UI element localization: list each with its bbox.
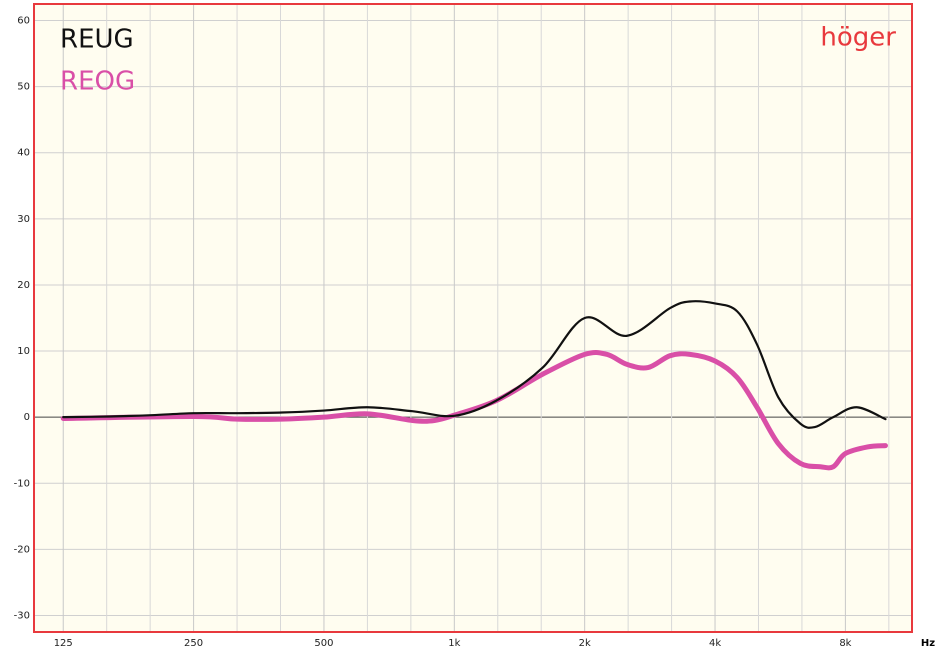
legend-entry: REUG — [60, 25, 134, 55]
x-tick-label: 1k — [448, 638, 460, 649]
x-tick-label: 4k — [709, 638, 721, 649]
series-line — [62, 300, 887, 429]
x-tick-label: 125 — [54, 638, 73, 649]
plot-border — [33, 3, 913, 633]
y-tick-label: -20 — [14, 544, 30, 555]
plot-area — [34, 4, 912, 632]
x-tick-label: 250 — [184, 638, 203, 649]
y-tick-label: -30 — [14, 610, 30, 621]
series-line — [60, 349, 888, 471]
y-tick-label: 20 — [17, 280, 30, 291]
annotation: höger — [820, 23, 896, 53]
y-tick-label: 30 — [17, 214, 30, 225]
x-tick-label: 500 — [314, 638, 333, 649]
y-tick-label: 40 — [17, 148, 30, 159]
y-tick-label: 0 — [24, 412, 30, 423]
y-tick-label: 50 — [17, 82, 30, 93]
y-tick-label: 10 — [17, 346, 30, 357]
x-tick-label: 2k — [579, 638, 591, 649]
y-tick-label: -10 — [14, 478, 30, 489]
x-tick-label: 8k — [839, 638, 851, 649]
x-axis-label: Hz — [921, 638, 935, 649]
y-tick-label: 60 — [17, 16, 30, 27]
legend-entry: REOG — [60, 67, 135, 97]
